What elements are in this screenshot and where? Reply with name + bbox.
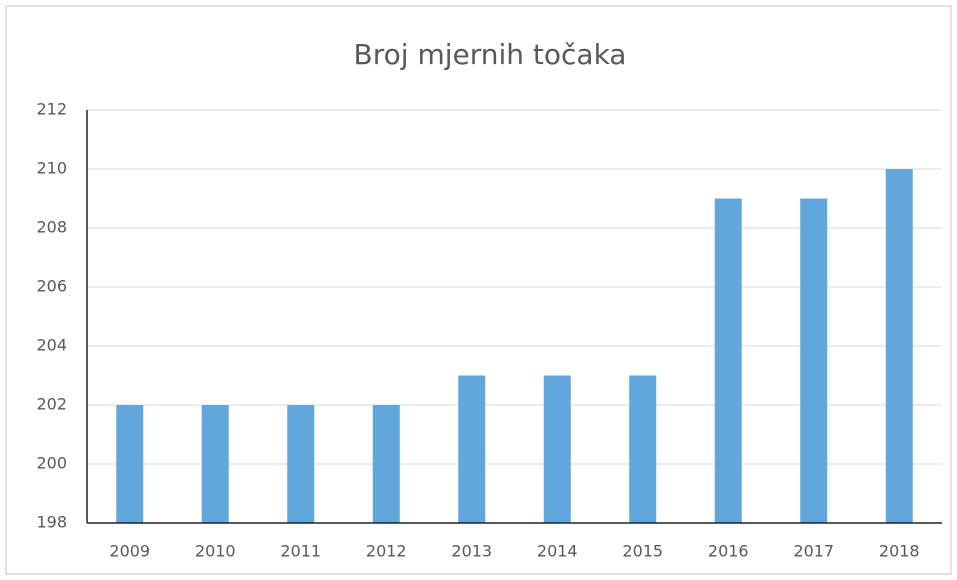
x-tick-label: 2015 (622, 542, 663, 561)
chart-title: Broj mjernih točaka (354, 38, 627, 71)
x-tick-label: 2009 (109, 542, 150, 561)
x-tick-label: 2013 (451, 542, 492, 561)
bar (885, 169, 913, 523)
y-tick-label: 208 (36, 218, 67, 237)
bar (629, 375, 657, 523)
x-tick-label: 2016 (708, 542, 749, 561)
bar (116, 405, 144, 523)
x-tick-label: 2018 (879, 542, 920, 561)
bar (458, 375, 486, 523)
y-tick-label: 198 (36, 513, 67, 532)
x-tick-label: 2014 (537, 542, 578, 561)
bar (543, 375, 571, 523)
bar (714, 198, 742, 523)
bar (800, 198, 828, 523)
y-tick-label: 212 (36, 100, 67, 119)
y-tick-label: 204 (36, 336, 67, 355)
y-tick-label: 210 (36, 159, 67, 178)
x-tick-label: 2017 (793, 542, 834, 561)
y-tick-label: 202 (36, 395, 67, 414)
x-tick-label: 2011 (280, 542, 321, 561)
x-tick-label: 2010 (195, 542, 236, 561)
bar (287, 405, 315, 523)
y-tick-label: 206 (36, 277, 67, 296)
bar (201, 405, 229, 523)
x-tick-label: 2012 (366, 542, 407, 561)
y-tick-label: 200 (36, 454, 67, 473)
bar (372, 405, 400, 523)
